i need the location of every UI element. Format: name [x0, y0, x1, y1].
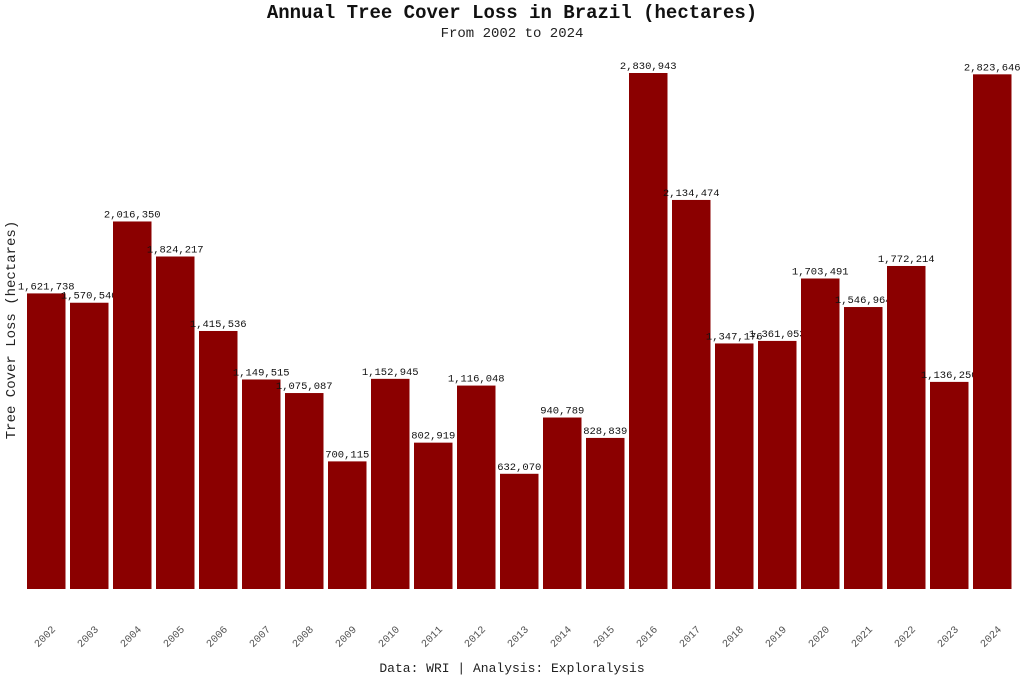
x-tick-label: 2011 — [420, 624, 446, 650]
x-tick-label: 2012 — [463, 624, 489, 650]
bar-2014 — [543, 417, 582, 589]
x-tick-label: 2007 — [248, 624, 274, 650]
chart-caption: Data: WRI | Analysis: Exploralysis — [379, 661, 645, 676]
bar-2009 — [328, 461, 367, 589]
data-label: 2,016,350 — [104, 209, 161, 221]
bar-2024 — [973, 74, 1012, 590]
data-label: 1,361,053 — [749, 329, 806, 341]
bar-2011 — [414, 442, 453, 589]
bar-2004 — [113, 221, 152, 589]
data-label: 1,621,738 — [18, 281, 75, 293]
bar-2015 — [586, 437, 625, 589]
bar-2012 — [457, 385, 496, 589]
data-label: 1,546,964 — [835, 295, 892, 307]
data-label: 1,152,945 — [362, 367, 419, 379]
bar-2003 — [70, 302, 109, 589]
bar-2013 — [500, 473, 539, 589]
bar-2005 — [156, 256, 195, 589]
bar-2022 — [887, 265, 926, 589]
bar-2020 — [801, 278, 840, 589]
data-label: 700,115 — [325, 449, 369, 461]
bar-2008 — [285, 393, 324, 589]
chart-title: Annual Tree Cover Loss in Brazil (hectar… — [266, 2, 758, 24]
x-tick-label: 2016 — [635, 624, 661, 650]
bar-2007 — [242, 379, 281, 589]
x-tick-label: 2023 — [936, 624, 962, 650]
x-tick-label: 2019 — [764, 624, 790, 650]
data-label: 632,070 — [497, 462, 541, 474]
x-tick-label: 2015 — [592, 624, 618, 650]
data-label: 1,772,214 — [878, 254, 935, 266]
data-label: 1,116,048 — [448, 374, 505, 386]
x-tick-label: 2010 — [377, 624, 403, 650]
bar-2016 — [629, 73, 668, 589]
bar-2023 — [930, 381, 969, 589]
bar-2019 — [758, 340, 797, 589]
bar-2010 — [371, 378, 410, 589]
bar-2006 — [199, 330, 238, 589]
x-tick-label: 2022 — [893, 624, 919, 650]
data-label: 1,347,176 — [706, 331, 763, 343]
x-tick-label: 2003 — [76, 624, 102, 650]
data-label: 1,136,250 — [921, 370, 978, 382]
x-tick-label: 2002 — [33, 624, 59, 650]
data-label: 1,415,536 — [190, 319, 247, 331]
x-tick-label: 2013 — [506, 624, 532, 650]
x-tick-label: 2005 — [162, 624, 188, 650]
data-label: 2,823,646 — [964, 62, 1021, 74]
data-label: 2,134,474 — [663, 188, 720, 200]
x-tick-label: 2009 — [334, 624, 360, 650]
x-tick-label: 2021 — [850, 624, 876, 650]
data-label: 2,830,943 — [620, 61, 677, 73]
bar-2018 — [715, 343, 754, 589]
bar-2002 — [27, 293, 66, 589]
bar-2017 — [672, 199, 711, 589]
data-label: 828,839 — [583, 426, 627, 438]
data-label: 802,919 — [411, 431, 455, 443]
data-label: 1,824,217 — [147, 244, 204, 256]
x-tick-label: 2024 — [979, 624, 1005, 650]
x-tick-label: 2018 — [721, 624, 747, 650]
x-tick-label: 2006 — [205, 624, 231, 650]
chart-subtitle: From 2002 to 2024 — [440, 26, 584, 42]
data-label: 1,570,540 — [61, 291, 118, 303]
data-label: 1,149,515 — [233, 367, 290, 379]
x-tick-label: 2020 — [807, 624, 833, 650]
x-tick-label: 2017 — [678, 624, 704, 650]
data-label: 1,075,087 — [276, 381, 333, 393]
x-tick-label: 2014 — [549, 624, 575, 650]
data-label: 1,703,491 — [792, 267, 849, 279]
bar-2021 — [844, 307, 883, 589]
data-label: 940,789 — [540, 406, 584, 418]
x-tick-label: 2008 — [291, 624, 317, 650]
x-tick-label: 2004 — [119, 624, 145, 650]
